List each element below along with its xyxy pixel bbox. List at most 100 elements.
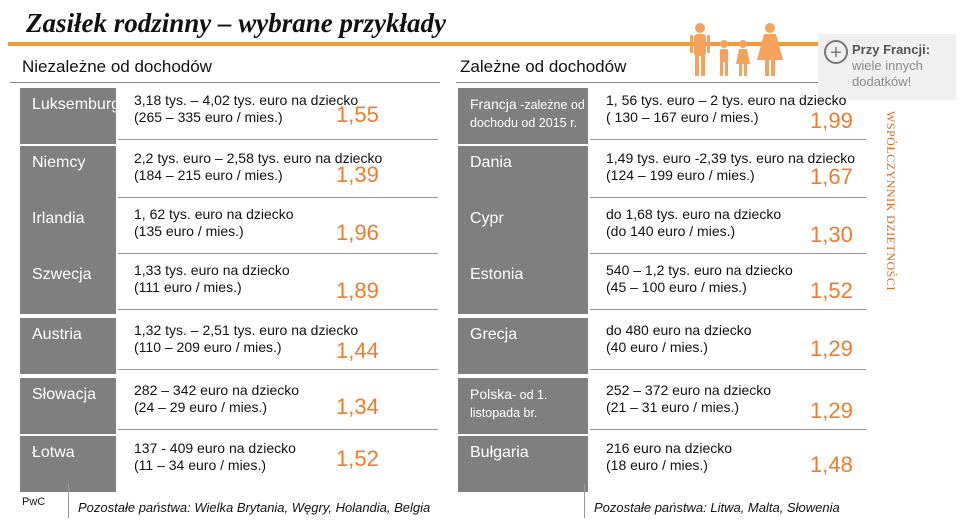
allowance-description: 1,32 tys. – 2,51 tys. euro na dziecko (11… bbox=[134, 322, 358, 356]
fertility-value: 1,29 bbox=[810, 336, 853, 361]
allowance-line2: (110 – 209 euro / mies.) bbox=[134, 339, 282, 355]
allowance-description: 3,18 tys. – 4,02 tys. euro na dziecko (26… bbox=[134, 92, 358, 126]
fertility-value: 1,67 bbox=[810, 164, 853, 189]
allowance-line2: (111 euro / mies.) bbox=[134, 279, 242, 295]
footer-left-text: Pozostałe państwa: Wielka Brytania, Węgr… bbox=[78, 500, 431, 515]
country-note: - od 1. listopada br. bbox=[470, 388, 548, 420]
country-cell: Bułgaria bbox=[458, 436, 588, 492]
allowance-line2: (40 euro / mies.) bbox=[606, 339, 708, 355]
country-cell: Cypr bbox=[458, 202, 588, 258]
allowance-line2: (21 – 31 euro / mies.) bbox=[606, 399, 740, 415]
table-row: Dania 1,49 tys. euro -2,39 tys. euro na d… bbox=[458, 146, 868, 202]
table-row: Łotwa 137 - 409 euro na dziecko (11 – 34 e… bbox=[20, 436, 440, 492]
note-rest: wiele innych dodatków! bbox=[852, 58, 923, 89]
allowance-line1: 2,2 tys. euro – 2,58 tys. euro na dzieck… bbox=[134, 150, 383, 166]
country-cell: Grecja bbox=[458, 318, 588, 374]
allowance-description: 216 euro na dziecko (18 euro / mies.) bbox=[606, 440, 732, 474]
country-name: Francja bbox=[470, 96, 517, 112]
table-row: Luksemburg 3,18 tys. – 4,02 tys. euro na … bbox=[20, 88, 440, 144]
fertility-value: 1,99 bbox=[810, 108, 853, 133]
country-name: Niemcy bbox=[32, 154, 86, 171]
table-row: Słowacja 282 – 342 euro na dziecko (24 – 2… bbox=[20, 378, 440, 434]
fertility-value: 1,30 bbox=[810, 222, 853, 247]
allowance-description: do 1,68 tys. euro na dziecko (do 140 euro… bbox=[606, 206, 781, 240]
country-cell: Słowacja bbox=[20, 378, 116, 434]
allowance-line2: (do 140 euro / mies.) bbox=[606, 223, 736, 239]
left-header-rule bbox=[10, 82, 440, 83]
row-separator bbox=[118, 139, 438, 140]
allowance-line1: 137 - 409 euro na dziecko bbox=[134, 440, 296, 456]
allowance-line2: (124 – 199 euro / mies.) bbox=[606, 167, 755, 183]
country-cell: Niemcy bbox=[20, 146, 116, 202]
allowance-description: 137 - 409 euro na dziecko (11 – 34 euro /… bbox=[134, 440, 296, 474]
fertility-value: 1,89 bbox=[336, 278, 379, 303]
allowance-line1: 282 – 342 euro na dziecko bbox=[134, 382, 300, 398]
allowance-description: 1, 56 tys. euro – 2 tys. euro na dziecko… bbox=[606, 92, 846, 126]
table-row: Grecja do 480 euro na dziecko (40 euro / m… bbox=[458, 318, 868, 374]
right-section-header: Zależne od dochodów bbox=[460, 57, 627, 76]
table-row: Szwecja 1,33 tys. euro na dziecko (111 eur… bbox=[20, 258, 440, 314]
allowance-line1: do 1,68 tys. euro na dziecko bbox=[606, 206, 782, 222]
fertility-rate-label: WSPÓŁCZYNNIK DZIETNOŚCI bbox=[884, 111, 898, 291]
country-name: Cypr bbox=[470, 210, 504, 227]
title-underline bbox=[8, 42, 952, 46]
country-name: Grecja bbox=[470, 326, 518, 343]
fertility-value: 1,39 bbox=[336, 162, 379, 187]
table-row: Bułgaria 216 euro na dziecko (18 euro / mi… bbox=[458, 436, 868, 492]
country-cell: Estonia bbox=[458, 258, 588, 314]
country-name: Luksemburg bbox=[32, 96, 121, 113]
table-row: Estonia 540 – 1,2 tys. euro na dziecko (45… bbox=[458, 258, 868, 314]
row-separator bbox=[590, 253, 866, 254]
table-row: Cypr do 1,68 tys. euro na dziecko (do 140 … bbox=[458, 202, 868, 258]
allowance-line1: 3,18 tys. – 4,02 tys. euro na dziecko bbox=[134, 92, 359, 108]
country-name: Austria bbox=[32, 326, 82, 343]
row-separator bbox=[118, 429, 438, 430]
country-cell: Polska- od 1. listopada br. bbox=[458, 378, 588, 434]
allowance-description: 540 – 1,2 tys. euro na dziecko (45 – 100 … bbox=[606, 262, 793, 296]
row-separator bbox=[590, 429, 866, 430]
allowance-description: 2,2 tys. euro – 2,58 tys. euro na dzieck… bbox=[134, 150, 382, 184]
allowance-description: 1, 62 tys. euro na dziecko (135 euro / mi… bbox=[134, 206, 294, 240]
allowance-line1: 540 – 1,2 tys. euro na dziecko bbox=[606, 262, 793, 278]
country-cell: Łotwa bbox=[20, 436, 116, 492]
allowance-description: 282 – 342 euro na dziecko (24 – 29 euro /… bbox=[134, 382, 299, 416]
country-cell: Dania bbox=[458, 146, 588, 202]
allowance-line1: do 480 euro na dziecko bbox=[606, 322, 752, 338]
country-name: Dania bbox=[470, 154, 512, 171]
country-note: -zależne od dochodu od 2015 r. bbox=[470, 98, 585, 130]
allowance-line2: (265 – 335 euro / mies.) bbox=[134, 109, 283, 125]
country-name: Estonia bbox=[470, 266, 524, 283]
note-text: Przy Francji: wiele innych dodatków! bbox=[852, 42, 956, 90]
row-separator bbox=[590, 139, 866, 140]
country-name: Słowacja bbox=[32, 386, 97, 403]
country-name: Łotwa bbox=[32, 444, 75, 461]
fertility-value: 1,44 bbox=[336, 338, 379, 363]
table-row: Francja -zależne od dochodu od 2015 r. 1,… bbox=[458, 88, 868, 144]
footer-divider-right bbox=[584, 484, 585, 518]
country-name: Szwecja bbox=[32, 266, 92, 283]
table-row: Austria 1,32 tys. – 2,51 tys. euro na dzi… bbox=[20, 318, 440, 374]
country-name: Polska bbox=[470, 386, 513, 402]
allowance-description: 1,33 tys. euro na dziecko (111 euro / mie… bbox=[134, 262, 290, 296]
allowance-line1: 1, 62 tys. euro na dziecko bbox=[134, 206, 294, 222]
allowance-description: do 480 euro na dziecko (40 euro / mies.) bbox=[606, 322, 752, 356]
country-cell: Austria bbox=[20, 318, 116, 374]
fertility-value: 1,96 bbox=[336, 220, 379, 245]
country-name: Bułgaria bbox=[470, 444, 529, 461]
fertility-value: 1,52 bbox=[336, 446, 379, 471]
allowance-line1: 252 – 372 euro na dziecko bbox=[606, 382, 772, 398]
row-separator bbox=[590, 197, 866, 198]
fertility-value: 1,55 bbox=[336, 102, 379, 127]
allowance-line1: 1,49 tys. euro -2,39 tys. euro na dzieck… bbox=[606, 150, 856, 166]
allowance-description: 252 – 372 euro na dziecko (21 – 31 euro /… bbox=[606, 382, 771, 416]
footer-divider-left bbox=[68, 484, 69, 518]
country-cell: Szwecja bbox=[20, 258, 116, 314]
plus-circle-icon: + bbox=[824, 40, 848, 64]
table-row: Polska- od 1. listopada br. 252 – 372 eur… bbox=[458, 378, 868, 434]
allowance-line2: (45 – 100 euro / mies.) bbox=[606, 279, 747, 295]
row-separator bbox=[118, 369, 438, 370]
allowance-line1: 1, 56 tys. euro – 2 tys. euro na dziecko bbox=[606, 92, 847, 108]
note-bold: Przy Francji: bbox=[852, 42, 931, 57]
fertility-value: 1,52 bbox=[810, 278, 853, 303]
row-separator bbox=[590, 309, 866, 310]
